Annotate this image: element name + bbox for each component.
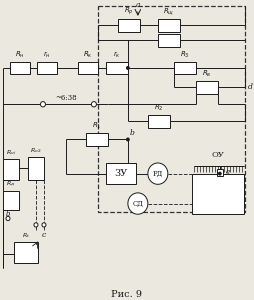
Bar — [106, 61, 128, 74]
Text: d: d — [248, 83, 253, 91]
Bar — [28, 157, 44, 180]
Bar — [118, 19, 140, 32]
Bar — [174, 61, 196, 74]
Circle shape — [148, 163, 168, 184]
Circle shape — [128, 193, 148, 214]
Circle shape — [34, 223, 38, 227]
Bar — [148, 115, 170, 128]
Circle shape — [40, 102, 45, 107]
Text: $R_к$: $R_к$ — [83, 50, 93, 60]
Text: b: b — [130, 129, 135, 137]
Text: РД: РД — [153, 169, 163, 178]
Text: $R_2$: $R_2$ — [154, 103, 164, 113]
Text: $r_к$: $r_к$ — [113, 50, 121, 60]
Bar — [106, 163, 136, 184]
Circle shape — [42, 223, 46, 227]
Bar — [78, 61, 98, 74]
Bar — [37, 61, 57, 74]
Text: $R_в$: $R_в$ — [202, 69, 212, 79]
Bar — [158, 19, 180, 32]
Bar — [192, 174, 244, 214]
Text: $r_н$: $r_н$ — [43, 50, 51, 60]
Bar — [3, 191, 19, 210]
Text: c: c — [42, 231, 46, 239]
Text: a: a — [136, 1, 140, 9]
Circle shape — [6, 216, 10, 220]
Bar — [217, 169, 223, 176]
Circle shape — [127, 138, 129, 141]
Bar — [86, 133, 108, 146]
Text: $R_{щ}$: $R_{щ}$ — [163, 6, 174, 17]
Text: $R_{о2}$: $R_{о2}$ — [30, 146, 42, 155]
Text: $R_p$: $R_p$ — [124, 6, 134, 17]
Text: ~6:38: ~6:38 — [55, 94, 76, 102]
Text: $R_t$: $R_t$ — [22, 232, 30, 240]
Circle shape — [91, 102, 97, 107]
Text: $R_{оi}$: $R_{оi}$ — [6, 148, 16, 157]
Bar — [3, 159, 19, 180]
Text: СД: СД — [132, 200, 143, 208]
Text: ОУ: ОУ — [211, 151, 224, 159]
Text: 3У: 3У — [114, 169, 128, 178]
Bar — [10, 61, 30, 74]
Circle shape — [219, 172, 221, 175]
Bar — [196, 81, 218, 94]
Text: $R_1$: $R_1$ — [92, 121, 102, 131]
Bar — [158, 34, 180, 46]
Text: Рис. 9: Рис. 9 — [112, 290, 142, 299]
Bar — [14, 242, 38, 263]
Circle shape — [127, 67, 129, 69]
Text: e: e — [226, 167, 230, 175]
Text: b: b — [6, 210, 10, 218]
Text: $R_д$: $R_д$ — [6, 180, 15, 189]
Text: $R_н$: $R_н$ — [15, 50, 25, 60]
Text: $R_3$: $R_3$ — [180, 50, 190, 60]
